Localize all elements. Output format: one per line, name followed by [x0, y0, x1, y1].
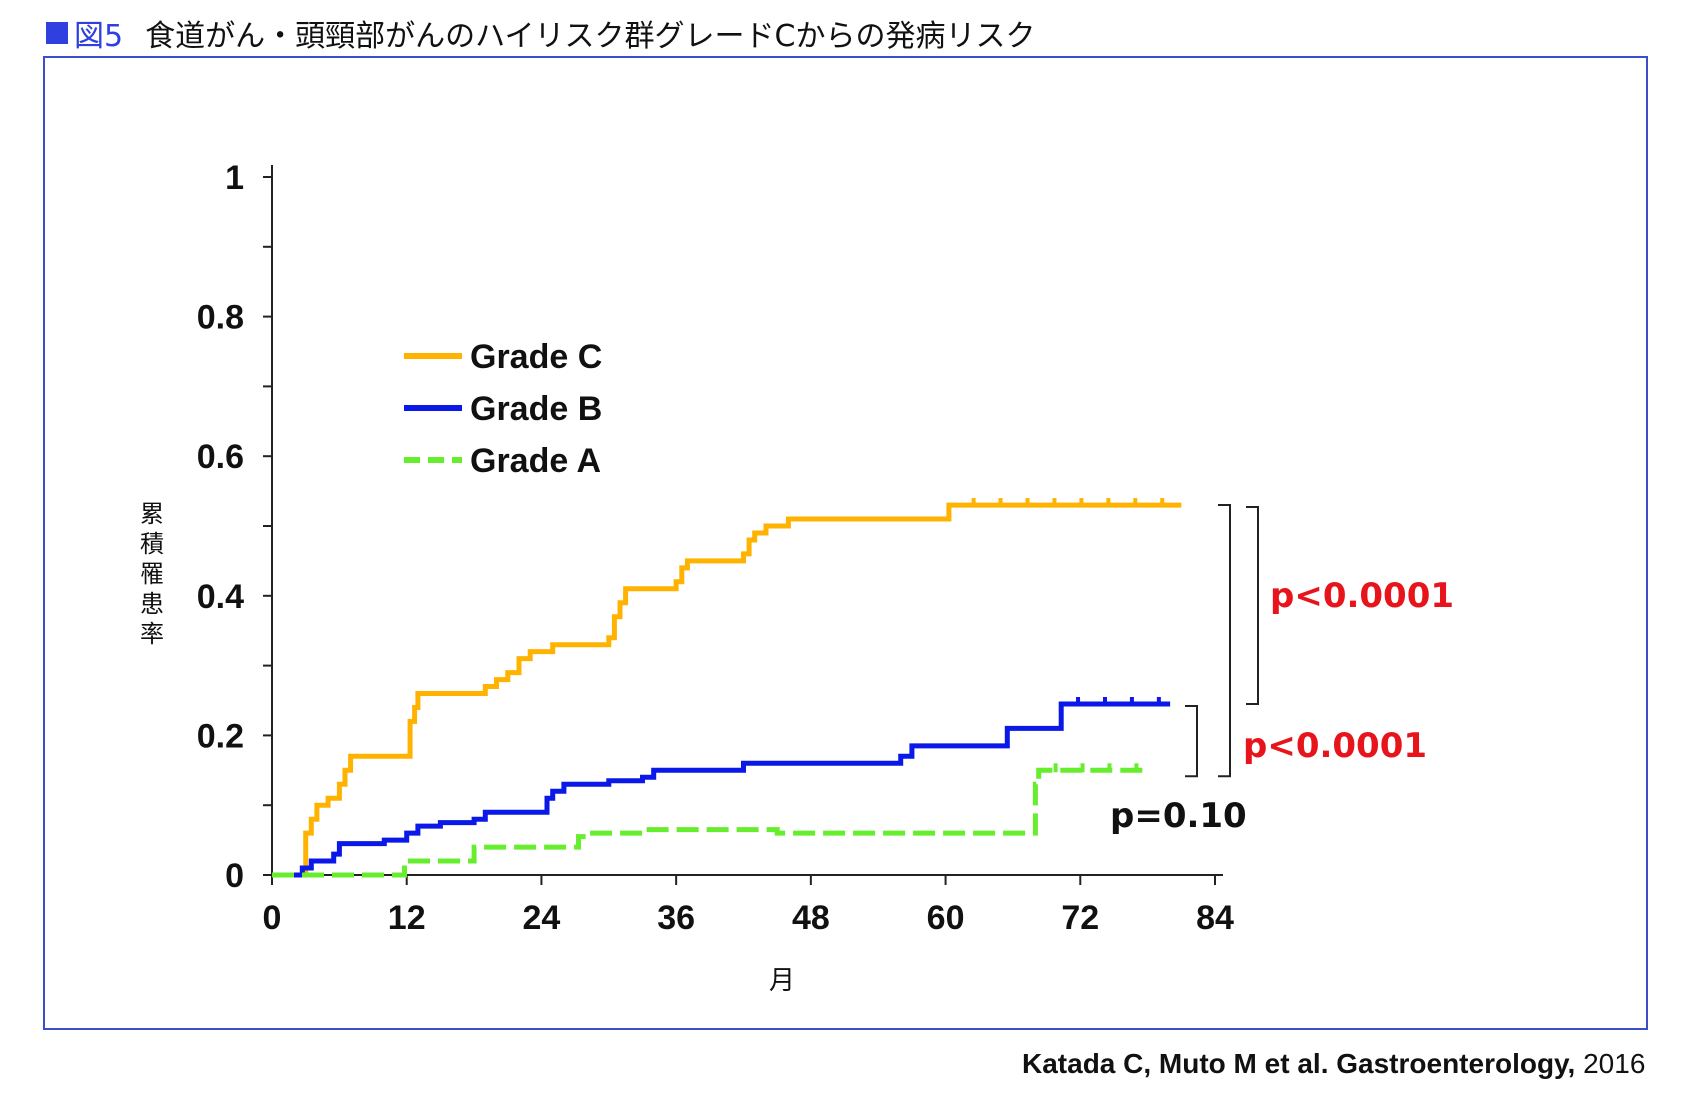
bracket-grade-c-vs-a	[1218, 504, 1231, 778]
y-tick-label: 0.2	[197, 717, 244, 755]
figure-title-bar: 図5 食道がん・頭頸部がんのハイリスク群グレードCからの発病リスク	[46, 10, 1035, 56]
x-tick-label: 48	[792, 899, 830, 937]
square-marker-icon	[46, 22, 68, 44]
chart-legend: Grade C Grade B Grade A	[404, 338, 602, 480]
significance-brackets: p<0.0001 p<0.0001 p=0.10	[1110, 504, 1454, 836]
figure-number: 図5	[74, 19, 124, 54]
series-line-grade-a	[272, 767, 1148, 878]
chart-series	[272, 498, 1182, 878]
x-tick-label: 0	[263, 899, 282, 937]
p-value-b-vs-a: p=0.10	[1110, 796, 1247, 836]
y-tick-label: 0.8	[197, 299, 244, 337]
citation-authors: Katada C, Muto M et al. Gastroenterology…	[1022, 1048, 1576, 1079]
y-tick-label: 0.6	[197, 438, 244, 476]
x-tick-label: 72	[1061, 899, 1099, 937]
figure-title: 食道がん・頭頸部がんのハイリスク群グレードCからの発病リスク	[145, 19, 1036, 54]
bracket-grade-b-vs-a	[1185, 704, 1198, 778]
figure-frame	[43, 56, 1648, 1030]
chart-axes: 0 0.2 0.4 0.6 0.8 1 0 12 24 36 48 60 72 84	[197, 159, 1234, 937]
x-tick-label: 12	[388, 899, 426, 937]
y-axis-label: 累積罹患率	[140, 500, 164, 648]
p-value-c-vs-b: p<0.0001	[1270, 576, 1454, 616]
legend-label: Grade B	[470, 390, 602, 428]
x-tick-label: 24	[523, 899, 561, 937]
y-tick-label: 0	[225, 857, 244, 895]
series-line-grade-b	[272, 701, 1171, 878]
series-line-grade-c	[272, 502, 1182, 878]
citation: Katada C, Muto M et al. Gastroenterology…	[1022, 1048, 1645, 1080]
x-tick-label: 60	[927, 899, 965, 937]
legend-label: Grade A	[470, 442, 601, 480]
x-tick-label: 36	[657, 899, 695, 937]
y-tick-label: 1	[225, 159, 244, 197]
legend-label: Grade C	[470, 338, 602, 376]
y-tick-label: 0.4	[197, 578, 244, 616]
p-value-c-vs-a: p<0.0001	[1243, 726, 1427, 766]
citation-year: 2016	[1583, 1048, 1646, 1079]
x-axis-label: 月	[769, 966, 795, 996]
x-tick-label: 84	[1196, 899, 1234, 937]
bracket-grade-c-vs-b	[1246, 506, 1259, 705]
